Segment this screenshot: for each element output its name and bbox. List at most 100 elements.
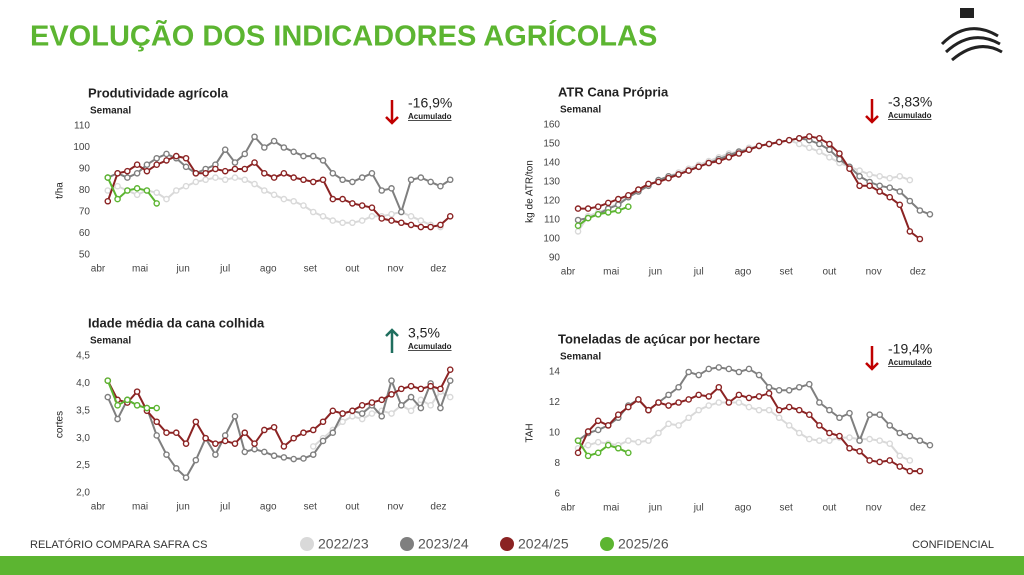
point xyxy=(926,441,934,449)
chart-panel: Produtividade agrícola Semanal -16,9%Acumu… xyxy=(55,85,454,275)
point xyxy=(319,212,327,220)
point xyxy=(221,437,229,445)
point xyxy=(437,404,444,412)
point xyxy=(896,172,904,180)
point xyxy=(826,406,833,414)
point xyxy=(221,146,229,153)
annotation-value: 3,5% xyxy=(408,325,440,341)
point xyxy=(906,432,914,440)
point xyxy=(896,452,904,460)
point xyxy=(584,441,592,449)
point xyxy=(685,167,692,174)
point xyxy=(795,406,803,414)
point xyxy=(358,402,366,409)
point xyxy=(427,382,434,390)
point xyxy=(231,165,239,173)
y-tick-label: 3,0 xyxy=(76,433,90,444)
point xyxy=(437,221,444,229)
x-tick-label: jun xyxy=(648,267,662,278)
point xyxy=(625,437,632,444)
x-tick-label: jul xyxy=(693,503,704,514)
x-tick-label: dez xyxy=(910,267,926,278)
point xyxy=(290,455,297,463)
annotation-value: -19,4% xyxy=(888,341,932,357)
point xyxy=(388,185,395,192)
point xyxy=(192,178,200,186)
point xyxy=(805,411,813,419)
point xyxy=(695,391,703,399)
point xyxy=(826,429,833,437)
point xyxy=(437,182,444,190)
point xyxy=(785,136,793,144)
x-tick-label: out xyxy=(345,502,359,513)
point xyxy=(290,197,297,205)
point xyxy=(876,437,883,444)
point xyxy=(329,195,337,203)
point xyxy=(665,402,672,409)
point xyxy=(368,169,376,177)
point xyxy=(172,465,180,472)
point xyxy=(745,146,753,153)
point xyxy=(153,161,161,168)
y-axis-label: cortes xyxy=(55,411,66,438)
point xyxy=(645,406,652,414)
point xyxy=(349,219,356,227)
point xyxy=(309,426,317,434)
x-tick-label: dez xyxy=(430,264,446,275)
point xyxy=(368,204,376,211)
point xyxy=(785,422,793,429)
y-axis-label: kg de ATR/ton xyxy=(525,160,536,223)
point xyxy=(446,393,454,401)
point xyxy=(329,429,337,437)
point xyxy=(584,452,592,460)
point xyxy=(182,474,190,481)
point xyxy=(309,208,317,216)
point xyxy=(735,391,743,399)
point xyxy=(358,202,366,209)
point xyxy=(349,412,356,420)
point xyxy=(836,414,843,422)
chart-title: ATR Cana Própria xyxy=(558,84,669,99)
annotation-note: Acumulado xyxy=(408,112,452,121)
series-line xyxy=(106,377,452,480)
point xyxy=(594,203,602,210)
point xyxy=(339,418,346,426)
point xyxy=(407,382,415,390)
point xyxy=(705,393,713,400)
point xyxy=(212,165,219,173)
x-tick-label: mai xyxy=(132,264,148,275)
point xyxy=(675,171,682,178)
annotation-note: Acumulado xyxy=(888,358,932,367)
x-tick-label: jun xyxy=(175,502,189,513)
point xyxy=(886,174,894,182)
chart-subtitle: Semanal xyxy=(560,352,601,363)
point xyxy=(124,174,131,181)
point xyxy=(163,429,170,437)
point xyxy=(358,217,366,224)
point xyxy=(846,434,853,441)
point xyxy=(153,404,161,412)
point xyxy=(795,140,803,148)
point xyxy=(765,383,773,391)
point xyxy=(182,182,190,190)
chart-panel: Idade média da cana colhida Semanal 3,5%Ac… xyxy=(55,315,454,513)
point xyxy=(745,365,753,373)
x-tick-label: jul xyxy=(219,502,230,513)
point xyxy=(635,186,642,193)
x-tick-label: mai xyxy=(603,267,619,278)
point xyxy=(725,365,733,373)
point xyxy=(725,153,733,161)
page-title: EVOLUÇÃO DOS INDICADORES AGRÍCOLAS xyxy=(30,19,657,53)
point xyxy=(826,153,833,161)
point xyxy=(715,364,723,371)
point xyxy=(645,180,652,188)
point xyxy=(916,467,924,475)
point xyxy=(816,399,823,406)
x-tick-label: out xyxy=(822,267,836,278)
y-tick-label: 3,5 xyxy=(76,405,90,416)
point xyxy=(715,399,723,406)
x-tick-label: abr xyxy=(91,264,106,275)
chart-title: Idade média da cana colhida xyxy=(88,315,265,330)
point xyxy=(604,199,612,207)
point xyxy=(114,169,121,177)
